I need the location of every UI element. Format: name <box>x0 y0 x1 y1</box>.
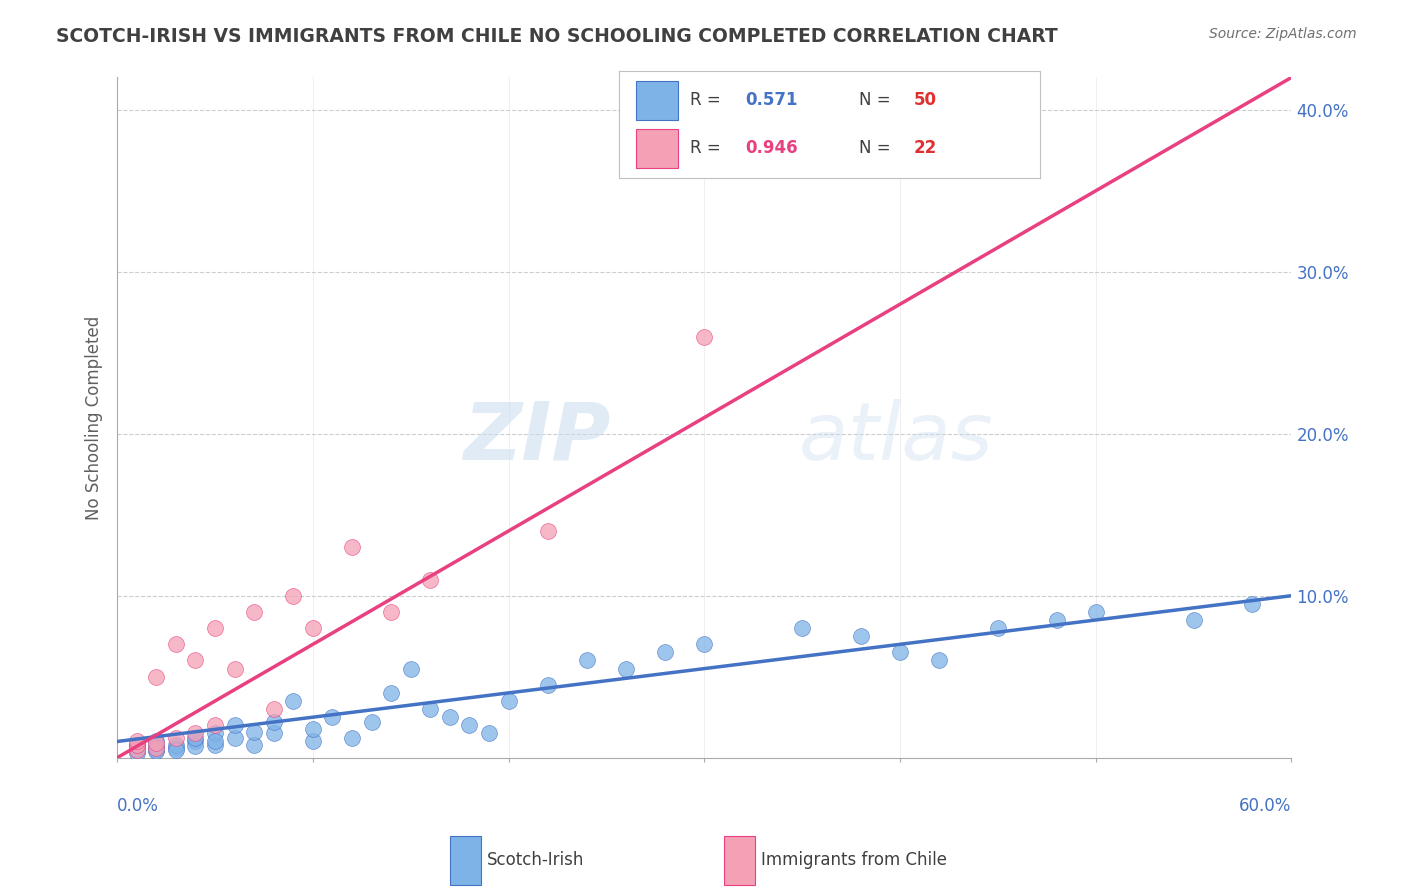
Point <box>184 739 207 754</box>
Point <box>792 621 814 635</box>
Point <box>263 726 285 740</box>
Point <box>184 726 207 740</box>
Point <box>165 731 187 746</box>
Point <box>458 718 481 732</box>
Point <box>419 702 441 716</box>
Point <box>537 678 560 692</box>
Point <box>439 710 461 724</box>
Point <box>928 653 950 667</box>
Point <box>165 742 187 756</box>
Point <box>145 741 167 756</box>
Text: atlas: atlas <box>799 399 993 477</box>
Point <box>145 736 167 750</box>
Point <box>302 621 325 635</box>
Point <box>224 731 246 746</box>
Point <box>302 734 325 748</box>
Point <box>184 731 207 746</box>
Point <box>614 662 637 676</box>
Point <box>1084 605 1107 619</box>
Point <box>125 739 148 754</box>
Point <box>693 329 716 343</box>
Point <box>165 741 187 756</box>
Point <box>243 724 266 739</box>
Point <box>478 726 501 740</box>
Point <box>125 738 148 752</box>
Point <box>889 645 911 659</box>
Point <box>165 738 187 752</box>
Point <box>283 694 305 708</box>
Text: ZIP: ZIP <box>463 399 610 477</box>
Point <box>224 662 246 676</box>
Point <box>204 718 226 732</box>
Text: 22: 22 <box>914 139 938 157</box>
Point <box>340 731 363 746</box>
Point <box>204 621 226 635</box>
Point <box>987 621 1010 635</box>
Point <box>321 710 343 724</box>
Point <box>243 605 266 619</box>
Point <box>399 662 422 676</box>
Text: N =: N = <box>859 139 896 157</box>
Text: SCOTCH-IRISH VS IMMIGRANTS FROM CHILE NO SCHOOLING COMPLETED CORRELATION CHART: SCOTCH-IRISH VS IMMIGRANTS FROM CHILE NO… <box>56 27 1057 45</box>
Point <box>125 734 148 748</box>
Text: 60.0%: 60.0% <box>1239 797 1292 814</box>
Point <box>340 540 363 554</box>
FancyBboxPatch shape <box>636 129 678 168</box>
FancyBboxPatch shape <box>636 81 678 120</box>
Text: N =: N = <box>859 91 896 109</box>
Point <box>125 746 148 760</box>
Text: Immigrants from Chile: Immigrants from Chile <box>761 851 946 869</box>
Point <box>693 637 716 651</box>
Point <box>498 694 520 708</box>
Point <box>380 686 402 700</box>
Point <box>360 714 382 729</box>
Point <box>145 734 167 748</box>
Point <box>654 645 676 659</box>
Point <box>283 589 305 603</box>
Point <box>380 605 402 619</box>
Point <box>1045 613 1067 627</box>
Point <box>243 738 266 752</box>
Text: 0.0%: 0.0% <box>117 797 159 814</box>
Point <box>224 718 246 732</box>
Point <box>145 739 167 754</box>
Y-axis label: No Schooling Completed: No Schooling Completed <box>86 316 103 520</box>
Text: R =: R = <box>690 139 727 157</box>
Point <box>302 722 325 736</box>
Point <box>1182 613 1205 627</box>
Point <box>184 653 207 667</box>
Point <box>1241 597 1264 611</box>
Point <box>575 653 598 667</box>
Point <box>419 573 441 587</box>
Point <box>537 524 560 538</box>
Point <box>849 629 872 643</box>
Point <box>204 734 226 748</box>
Text: Source: ZipAtlas.com: Source: ZipAtlas.com <box>1209 27 1357 41</box>
Point <box>145 742 167 756</box>
Point <box>184 734 207 748</box>
Point <box>204 726 226 740</box>
Text: 50: 50 <box>914 91 936 109</box>
Text: 0.946: 0.946 <box>745 139 797 157</box>
Point <box>145 744 167 758</box>
Point <box>125 742 148 756</box>
Point <box>263 714 285 729</box>
Point <box>263 702 285 716</box>
Point <box>145 670 167 684</box>
Text: 0.571: 0.571 <box>745 91 797 109</box>
Point <box>125 738 148 752</box>
Point <box>165 637 187 651</box>
Point <box>204 738 226 752</box>
Text: Scotch-Irish: Scotch-Irish <box>486 851 583 869</box>
Text: R =: R = <box>690 91 727 109</box>
Point <box>125 742 148 756</box>
